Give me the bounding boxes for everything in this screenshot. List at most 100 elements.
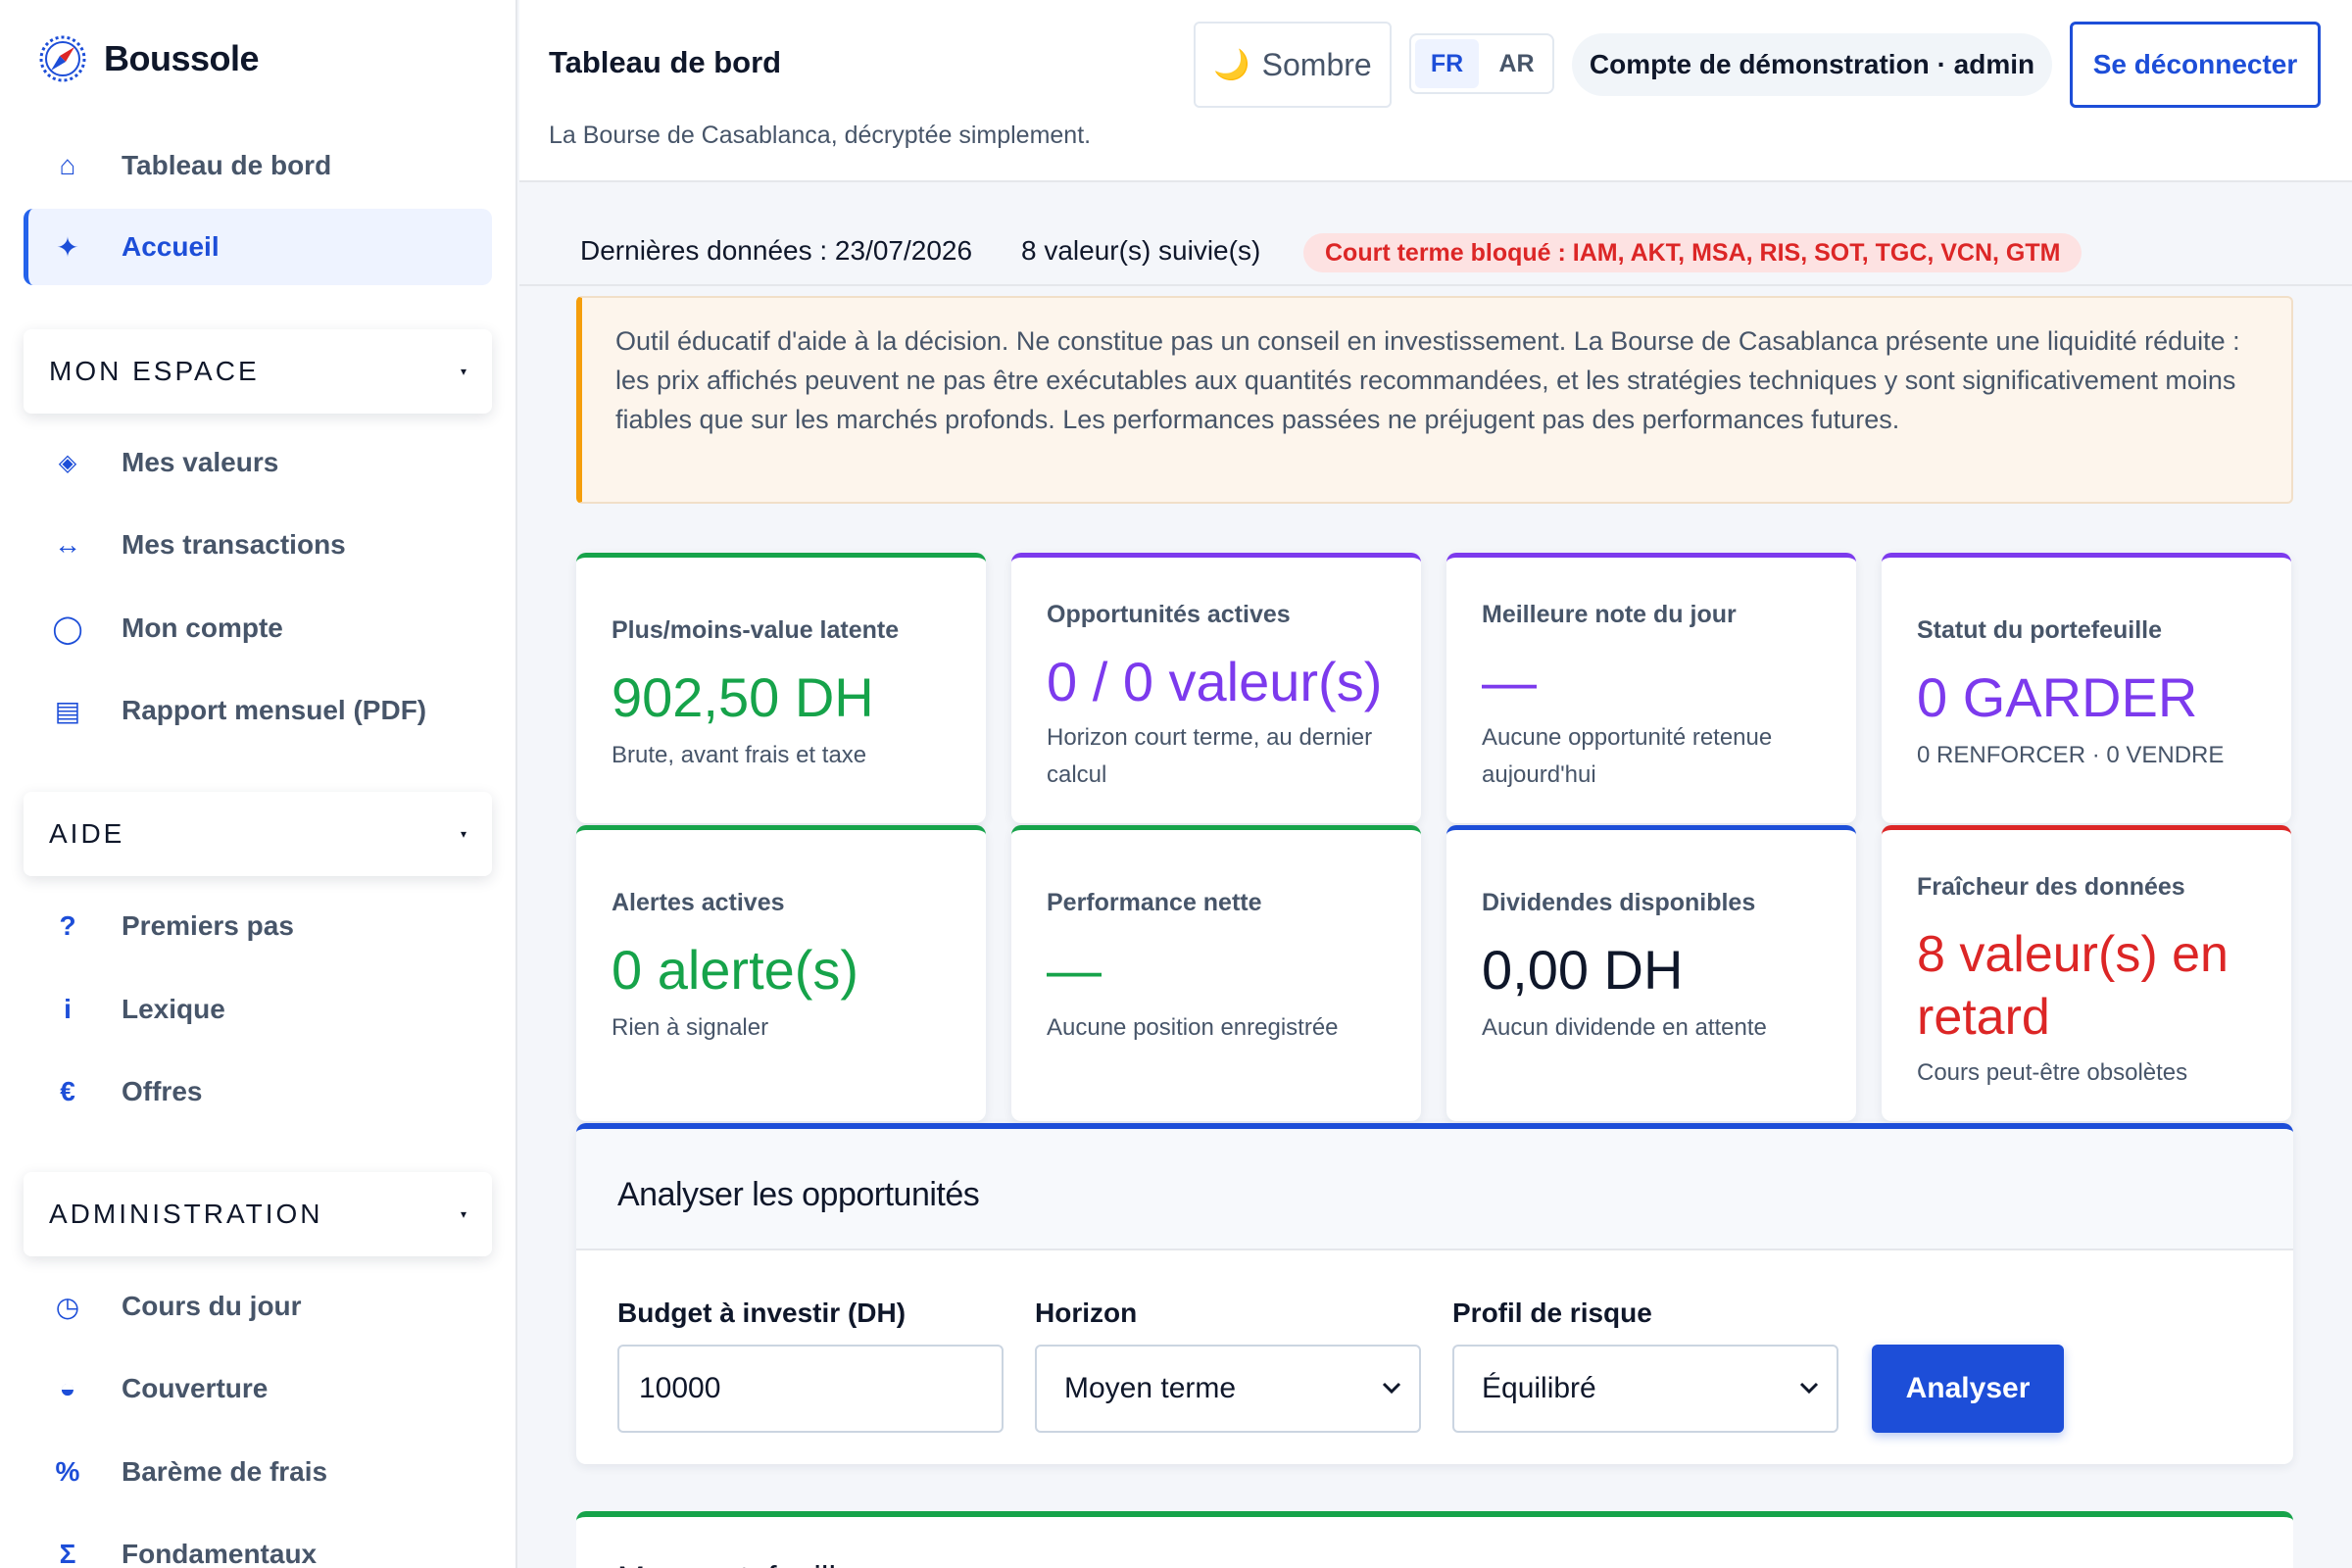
kpi-card-net-performance: Performance nette — Aucune position enre…: [1011, 825, 1421, 1121]
kpi-card-alerts: Alertes actives 0 alerte(s) Rien à signa…: [576, 825, 986, 1121]
page-subtitle: La Bourse de Casablanca, décryptée simpl…: [549, 122, 1092, 149]
portfolio-section-title: Mon portefeuille: [617, 1560, 855, 1568]
lang-ar-button[interactable]: AR: [1498, 49, 1535, 77]
kpi-label: Performance nette: [1047, 889, 1262, 916]
sidebar-item-lexique[interactable]: i Lexique: [24, 971, 492, 1048]
kpi-subtext: Aucune opportunité retenue aujourd'hui: [1482, 724, 1773, 788]
kpi-value: 0,00 DH: [1482, 939, 1684, 1001]
section-title: MON ESPACE: [49, 356, 260, 386]
section-mon-espace[interactable]: MON ESPACE ▾: [24, 329, 492, 414]
kpi-label: Statut du portefeuille: [1917, 616, 2162, 644]
kpi-subtext: 0 RENFORCER · 0 VENDRE: [1917, 742, 2225, 768]
sidebar-item-mes-valeurs[interactable]: ◈ Mes valeurs: [24, 424, 492, 501]
info-icon: i: [64, 994, 72, 1024]
sidebar-item-accueil[interactable]: ✦ Accueil: [24, 209, 492, 285]
theme-toggle-button[interactable]: 🌙 Sombre: [1194, 22, 1392, 108]
logout-button[interactable]: Se déconnecter: [2070, 22, 2321, 108]
arrows-horizontal-icon: ↔: [54, 529, 81, 560]
sidebar-item-offres[interactable]: € Offres: [24, 1054, 492, 1130]
moon-icon: 🌙: [1213, 48, 1250, 81]
sidebar-item-label: Couverture: [122, 1373, 269, 1403]
kpi-subtext: Brute, avant frais et taxe: [612, 742, 867, 768]
analyze-title: Analyser les opportunités: [617, 1176, 980, 1213]
budget-label: Budget à investir (DH): [617, 1298, 906, 1328]
sidebar-item-label: Premiers pas: [122, 910, 294, 941]
sidebar-item-couverture[interactable]: ◒ Couverture: [24, 1350, 492, 1427]
sidebar-item-rapport-mensuel[interactable]: ▤ Rapport mensuel (PDF): [24, 672, 492, 749]
kpi-label: Plus/moins-value latente: [612, 616, 900, 644]
sidebar-item-label: Mes valeurs: [122, 447, 279, 477]
kpi-label: Alertes actives: [612, 889, 785, 916]
kpi-card-data-freshness: Fraîcheur des données 8 valeur(s) en ret…: [1882, 825, 2291, 1121]
sidebar-item-label: Cours du jour: [122, 1291, 302, 1321]
sidebar-item-label: Barème de frais: [122, 1456, 328, 1487]
kpi-subtext: Cours peut-être obsolètes: [1917, 1059, 2188, 1086]
risk-select[interactable]: Équilibré: [1452, 1345, 1838, 1433]
compass-icon: [39, 35, 86, 82]
sidebar-item-cours-du-jour[interactable]: ◷ Cours du jour: [24, 1268, 492, 1345]
sidebar-item-mes-transactions[interactable]: ↔ Mes transactions: [24, 507, 492, 583]
euro-icon: €: [60, 1076, 75, 1106]
sigma-icon: Σ: [59, 1539, 76, 1568]
tracked-count: 8 valeur(s) suivie(s): [1021, 235, 1261, 266]
question-icon: ?: [59, 910, 76, 941]
horizon-label: Horizon: [1035, 1298, 1138, 1328]
kpi-label: Meilleure note du jour: [1482, 601, 1737, 628]
analyze-panel-header: Analyser les opportunités: [576, 1129, 2293, 1250]
kpi-value: —: [1482, 651, 1537, 712]
sidebar-item-tableau-de-bord[interactable]: ⌂ Tableau de bord: [24, 127, 492, 204]
brand[interactable]: Boussole: [37, 33, 260, 84]
last-data-date: Dernières données : 23/07/2026: [580, 235, 973, 266]
sidebar-item-label: Tableau de bord: [122, 150, 332, 180]
chevron-down-icon: [1799, 1382, 1819, 1395]
lang-fr-button[interactable]: FR: [1415, 39, 1479, 88]
disclaimer-notice: Outil éducatif d'aide à la décision. Ne …: [576, 296, 2293, 504]
home-icon: ⌂: [59, 150, 76, 180]
kpi-card-best-score: Meilleure note du jour — Aucune opportun…: [1446, 553, 1856, 823]
account-badge[interactable]: Compte de démonstration · admin: [1572, 33, 2052, 96]
sidebar-item-label: Rapport mensuel (PDF): [122, 695, 427, 725]
kpi-card-opportunities: Opportunités actives 0 / 0 valeur(s) Hor…: [1011, 553, 1421, 823]
section-title: ADMINISTRATION: [49, 1199, 323, 1229]
page-title: Tableau de bord: [549, 45, 782, 79]
analyze-button[interactable]: Analyser: [1872, 1345, 2064, 1433]
top-bar: Tableau de bord La Bourse de Casablanca,…: [519, 0, 2352, 182]
chevron-down-icon: [1382, 1382, 1401, 1395]
kpi-label: Dividendes disponibles: [1482, 889, 1756, 916]
sidebar-item-mon-compte[interactable]: ◯ Mon compte: [24, 590, 492, 666]
brand-name: Boussole: [104, 38, 260, 78]
horizon-select[interactable]: Moyen terme: [1035, 1345, 1421, 1433]
kpi-value: 0 alerte(s): [612, 939, 859, 1001]
caret-down-icon: ▾: [460, 1207, 466, 1221]
sidebar-item-fondamentaux[interactable]: Σ Fondamentaux: [24, 1516, 492, 1568]
diamond-icon: ◈: [58, 449, 77, 476]
kpi-card-portfolio-status: Statut du portefeuille 0 GARDER 0 RENFOR…: [1882, 553, 2291, 823]
sidebar-item-bareme-de-frais[interactable]: % Barème de frais: [24, 1434, 492, 1510]
section-title: AIDE: [49, 818, 125, 849]
language-switcher: FR AR: [1409, 33, 1554, 94]
percent-icon: %: [55, 1456, 80, 1487]
section-administration[interactable]: ADMINISTRATION ▾: [24, 1172, 492, 1256]
kpi-value: 0 GARDER: [1917, 666, 2198, 728]
blocked-badge: Court terme bloqué : IAM, AKT, MSA, RIS,…: [1303, 233, 2082, 272]
sidebar-item-label: Lexique: [122, 994, 225, 1024]
kpi-subtext: Horizon court terme, au dernier calcul: [1047, 724, 1373, 788]
kpi-label: Fraîcheur des données: [1917, 873, 2185, 901]
portfolio-section: Mon portefeuille: [576, 1511, 2293, 1568]
horizon-select-value: Moyen terme: [1064, 1372, 1237, 1404]
sidebar-item-label: Offres: [122, 1076, 203, 1106]
kpi-value: 8 valeur(s) en retard: [1917, 926, 2229, 1046]
kpi-subtext: Aucun dividende en attente: [1482, 1014, 1767, 1041]
risk-label: Profil de risque: [1452, 1298, 1652, 1328]
sidebar-item-label: Mon compte: [122, 612, 283, 643]
budget-input[interactable]: 10000: [617, 1345, 1004, 1433]
sidebar-item-premiers-pas[interactable]: ? Premiers pas: [24, 888, 492, 964]
kpi-subtext: Rien à signaler: [612, 1014, 769, 1041]
theme-toggle-label: Sombre: [1261, 46, 1372, 82]
user-circle-icon: ◯: [52, 612, 83, 644]
sidebar-item-label: Fondamentaux: [122, 1539, 318, 1568]
sidebar: Boussole ⌂ Tableau de bord ✦ Accueil MON…: [0, 0, 517, 1568]
section-aide[interactable]: AIDE ▾: [24, 792, 492, 876]
document-icon: ▤: [54, 695, 81, 726]
risk-select-value: Équilibré: [1482, 1372, 1596, 1404]
